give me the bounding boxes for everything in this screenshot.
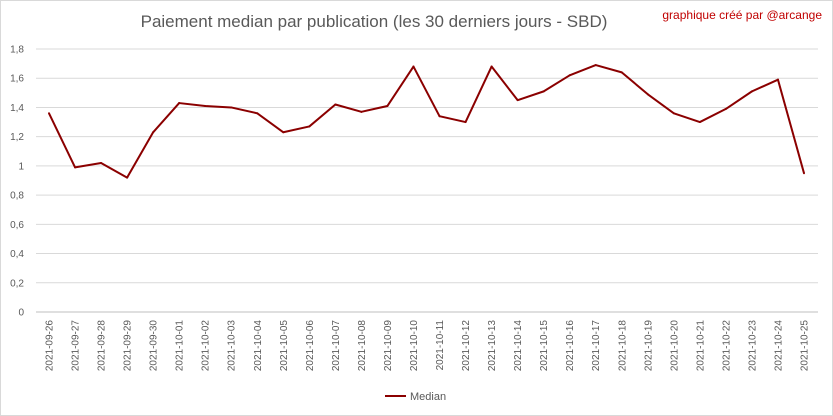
x-tick-label: 2021-10-08 [357, 320, 368, 372]
x-tick-label: 2021-10-09 [383, 320, 394, 372]
x-tick-label: 2021-10-17 [591, 320, 602, 372]
x-tick-label: 2021-10-16 [565, 320, 576, 372]
x-tick-label: 2021-10-03 [227, 320, 238, 372]
x-tick-label: 2021-10-19 [643, 320, 654, 372]
data-point [776, 78, 779, 81]
series-line-median [48, 64, 805, 179]
data-point [750, 90, 753, 93]
data-point [620, 71, 623, 74]
data-point [152, 131, 155, 134]
data-point [100, 161, 103, 164]
y-tick-label: 0,6 [10, 220, 24, 231]
data-point [386, 104, 389, 107]
data-point [308, 125, 311, 128]
data-point [48, 112, 50, 115]
data-point [568, 74, 571, 77]
data-point [516, 99, 519, 102]
x-tick-label: 2021-10-07 [331, 320, 342, 372]
x-tick-label: 2021-10-10 [409, 320, 420, 372]
data-point [698, 121, 701, 124]
x-tick-label: 2021-09-27 [71, 320, 82, 372]
data-point [724, 107, 727, 110]
y-tick-label: 1,4 [10, 103, 24, 114]
y-tick-label: 1,8 [10, 45, 24, 56]
x-tick-label: 2021-09-29 [123, 320, 134, 372]
chart-title: Paiement median par publication (les 30 … [141, 12, 608, 31]
x-tick-label: 2021-10-18 [617, 320, 628, 372]
x-tick-label: 2021-09-30 [149, 320, 160, 372]
x-tick-label: 2021-10-21 [695, 320, 706, 372]
data-point [74, 166, 77, 169]
data-point [256, 112, 259, 115]
x-tick-label: 2021-10-23 [747, 320, 758, 372]
x-tick-label: 2021-10-02 [201, 320, 212, 372]
x-tick-label: 2021-10-15 [539, 320, 550, 372]
x-tick-label: 2021-10-04 [253, 320, 264, 372]
data-point [464, 121, 467, 124]
x-tick-label: 2021-10-06 [305, 320, 316, 372]
x-tick-label: 2021-10-05 [279, 320, 290, 372]
data-point [178, 102, 181, 105]
data-point [126, 176, 129, 179]
y-tick-label: 1,6 [10, 74, 24, 85]
data-point [803, 172, 805, 175]
data-point [594, 64, 597, 67]
y-tick-label: 1 [18, 161, 24, 172]
data-point [542, 90, 545, 93]
y-tick-label: 0,4 [10, 249, 24, 260]
x-tick-label: 2021-09-28 [97, 320, 108, 372]
x-tick-label: 2021-10-12 [461, 320, 472, 372]
legend: Median [385, 391, 446, 403]
data-point [282, 131, 285, 134]
x-tick-label: 2021-10-13 [487, 320, 498, 372]
x-tick-label: 2021-10-11 [435, 320, 446, 371]
x-tick-label: 2021-10-20 [669, 320, 680, 372]
data-point [438, 115, 441, 118]
x-tick-label: 2021-10-25 [800, 320, 811, 372]
x-tick-label: 2021-10-01 [175, 320, 186, 372]
data-point [230, 106, 233, 109]
data-point [646, 93, 649, 96]
x-tick-label: 2021-10-14 [513, 320, 524, 372]
x-tick-label: 2021-10-22 [721, 320, 732, 372]
y-tick-label: 0 [18, 308, 24, 319]
data-point [672, 112, 675, 115]
legend-label: Median [410, 391, 446, 403]
x-tick-label: 2021-10-24 [773, 320, 784, 372]
x-tick-label: 2021-09-26 [45, 320, 56, 372]
data-point [490, 65, 493, 68]
y-tick-label: 0,2 [10, 278, 24, 289]
data-point [204, 104, 207, 107]
data-point [334, 103, 337, 106]
data-point [412, 65, 415, 68]
y-tick-label: 1,2 [10, 132, 24, 143]
y-tick-label: 0,8 [10, 191, 24, 202]
credit-annotation: graphique créé par @arcange [662, 8, 822, 22]
data-point [360, 110, 363, 113]
